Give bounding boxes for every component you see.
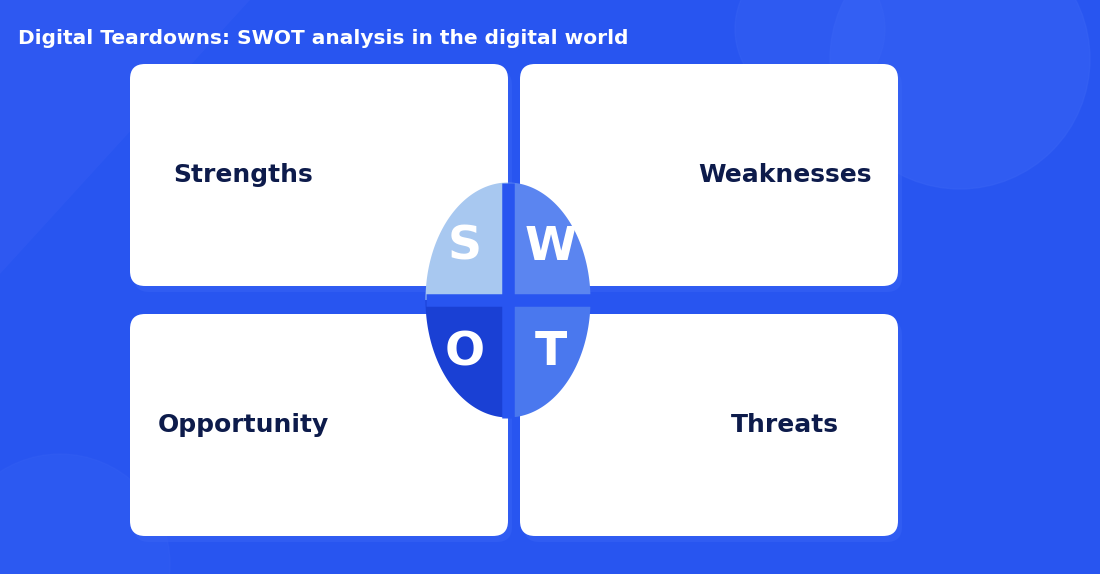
Circle shape bbox=[0, 454, 170, 574]
Text: O: O bbox=[446, 331, 485, 375]
FancyBboxPatch shape bbox=[524, 70, 902, 292]
FancyBboxPatch shape bbox=[134, 70, 512, 292]
Text: W: W bbox=[525, 224, 578, 270]
PathPatch shape bbox=[426, 300, 508, 417]
Text: Digital Teardowns: SWOT analysis in the digital world: Digital Teardowns: SWOT analysis in the … bbox=[18, 29, 628, 48]
FancyBboxPatch shape bbox=[520, 64, 898, 286]
FancyBboxPatch shape bbox=[130, 314, 508, 536]
Polygon shape bbox=[0, 0, 250, 274]
Text: Strengths: Strengths bbox=[174, 163, 314, 187]
PathPatch shape bbox=[508, 300, 591, 417]
Text: Threats: Threats bbox=[730, 413, 838, 437]
Circle shape bbox=[735, 0, 886, 104]
Text: T: T bbox=[535, 331, 566, 375]
Text: Opportunity: Opportunity bbox=[157, 413, 329, 437]
FancyBboxPatch shape bbox=[134, 320, 512, 542]
Text: S: S bbox=[448, 224, 482, 270]
PathPatch shape bbox=[508, 183, 591, 300]
FancyBboxPatch shape bbox=[130, 64, 508, 286]
PathPatch shape bbox=[426, 183, 508, 300]
Circle shape bbox=[830, 0, 1090, 189]
FancyBboxPatch shape bbox=[524, 320, 902, 542]
Text: Weaknesses: Weaknesses bbox=[697, 163, 871, 187]
FancyBboxPatch shape bbox=[520, 314, 898, 536]
